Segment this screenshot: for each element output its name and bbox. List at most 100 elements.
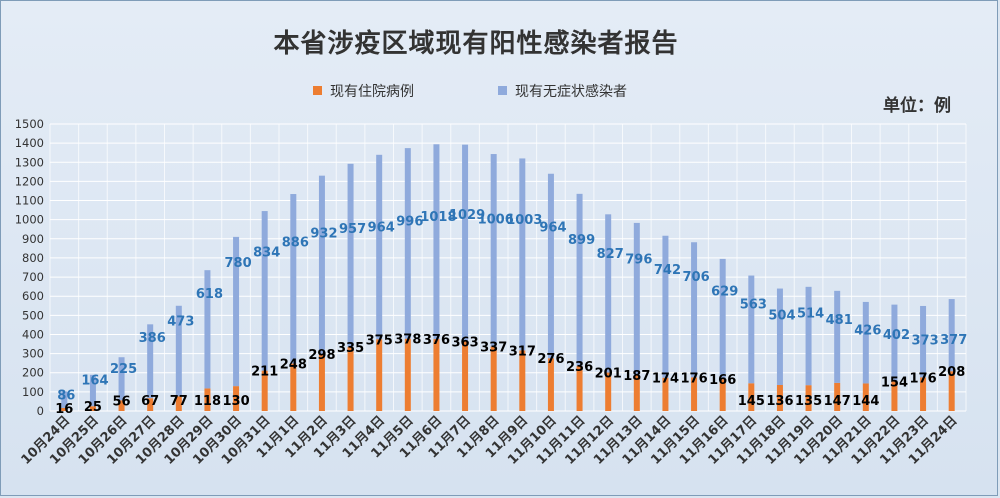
data-label-hospitalized: 375	[366, 333, 393, 348]
y-tick-label: 800	[22, 251, 44, 265]
y-tick-label: 300	[22, 347, 44, 361]
data-label-hospitalized: 176	[909, 371, 936, 386]
gridlines	[49, 123, 967, 412]
bar-asymptomatic	[547, 173, 554, 359]
data-label-asymptomatic: 514	[797, 307, 824, 322]
data-label-asymptomatic: 618	[196, 287, 223, 302]
bar-asymptomatic	[805, 286, 812, 386]
data-label-hospitalized: 147	[824, 394, 851, 409]
bar-asymptomatic	[118, 357, 125, 401]
y-axis: 0 100 200 300 400 500 600 700 800 900 1000 1100 1200…	[15, 117, 44, 418]
y-tick-label: 1400	[15, 136, 44, 150]
data-label-asymptomatic: 386	[139, 331, 166, 346]
data-label-hospitalized: 16	[55, 402, 73, 417]
y-tick-label: 400	[22, 327, 44, 341]
bar-asymptomatic	[891, 304, 898, 382]
bar-hospitalized	[691, 377, 698, 411]
y-tick-label: 200	[22, 366, 44, 380]
data-label-asymptomatic: 886	[282, 235, 309, 250]
bar-hospitalized	[834, 382, 841, 411]
data-label-asymptomatic: 563	[740, 297, 767, 312]
bar-asymptomatic	[404, 148, 411, 339]
bar-hospitalized	[290, 363, 297, 411]
data-label-hospitalized: 317	[509, 344, 536, 359]
data-label-asymptomatic: 780	[224, 256, 251, 271]
bar-hospitalized	[376, 339, 383, 411]
bar-asymptomatic	[633, 222, 640, 376]
bar-hospitalized	[147, 398, 154, 411]
data-label-hospitalized: 378	[394, 333, 421, 348]
bar-asymptomatic	[376, 154, 383, 340]
data-label-hospitalized: 154	[881, 376, 908, 391]
data-label-asymptomatic: 86	[57, 389, 75, 404]
bar-asymptomatic	[89, 374, 96, 407]
data-label-hospitalized: 248	[280, 358, 307, 373]
y-tick-label: 900	[22, 232, 44, 246]
x-axis: 10月24日10月25日10月26日10月27日10月28日10月29日10月3…	[19, 413, 961, 468]
data-label-hospitalized: 298	[308, 348, 335, 363]
bar-asymptomatic	[233, 236, 240, 387]
bar-hospitalized	[605, 372, 612, 411]
y-tick-label: 1200	[15, 174, 44, 188]
data-label-hospitalized: 376	[423, 333, 450, 348]
data-label-hospitalized: 77	[170, 394, 188, 409]
y-tick-label: 1100	[15, 194, 44, 208]
chart-title: 本省涉疫区域现有阳性感染者报告	[273, 29, 679, 59]
bar-hospitalized	[519, 350, 526, 411]
bar-hospitalized	[862, 383, 869, 411]
bar-hospitalized	[433, 339, 440, 411]
bars	[61, 144, 955, 411]
y-tick-label: 1300	[15, 155, 44, 169]
bar-hospitalized	[662, 377, 669, 411]
data-label-asymptomatic: 1006	[478, 213, 514, 228]
data-label-hospitalized: 176	[680, 371, 707, 386]
bar-hospitalized	[719, 379, 726, 411]
bar-asymptomatic	[519, 158, 526, 351]
bar-hospitalized	[233, 386, 240, 411]
data-label-asymptomatic: 377	[940, 333, 967, 348]
bar-asymptomatic	[576, 193, 583, 366]
data-label-asymptomatic: 742	[654, 263, 681, 278]
data-label-hospitalized: 187	[623, 369, 650, 384]
data-label-asymptomatic: 504	[768, 309, 795, 324]
data-label-hospitalized: 335	[337, 341, 364, 356]
y-tick-label: 100	[22, 385, 44, 399]
bar-hospitalized	[576, 365, 583, 411]
bar-asymptomatic	[662, 235, 669, 378]
data-label-hospitalized: 67	[141, 394, 159, 409]
data-label-asymptomatic: 996	[396, 214, 423, 229]
data-label-asymptomatic: 373	[911, 334, 938, 349]
bar-hospitalized	[748, 383, 755, 411]
bar-asymptomatic	[318, 175, 325, 354]
bar-hospitalized	[261, 370, 268, 411]
bar-asymptomatic	[347, 163, 354, 347]
data-label-hospitalized: 208	[938, 365, 965, 380]
y-tick-label: 700	[22, 270, 44, 284]
data-label-asymptomatic: 899	[568, 233, 595, 248]
data-label-asymptomatic: 964	[368, 221, 395, 236]
data-label-asymptomatic: 957	[339, 222, 366, 237]
data-label-hospitalized: 337	[480, 341, 507, 356]
data-label-asymptomatic: 473	[167, 314, 194, 329]
bar-asymptomatic	[61, 391, 68, 408]
bar-hospitalized	[948, 371, 955, 411]
legend-item-asymptomatic: 现有无症状感染者	[498, 81, 627, 101]
data-label-hospitalized: 363	[451, 336, 478, 351]
data-label-asymptomatic: 834	[253, 245, 280, 260]
bar-asymptomatic	[776, 288, 783, 385]
bar-asymptomatic	[462, 144, 469, 342]
data-label-hospitalized: 118	[194, 394, 221, 409]
data-label-asymptomatic: 629	[711, 285, 738, 300]
bar-hospitalized	[776, 384, 783, 411]
bar-hospitalized	[920, 377, 927, 411]
data-label-asymptomatic: 964	[539, 221, 566, 236]
data-label-hospitalized: 130	[222, 394, 249, 409]
bar-hospitalized	[404, 338, 411, 411]
data-label-asymptomatic: 796	[625, 253, 652, 268]
bar-hospitalized	[490, 346, 497, 411]
data-label-hospitalized: 56	[113, 394, 131, 409]
y-tick-label: 1000	[15, 213, 44, 227]
legend-item-hospitalized: 现有住院病例	[313, 81, 414, 101]
bar-asymptomatic	[204, 270, 211, 389]
